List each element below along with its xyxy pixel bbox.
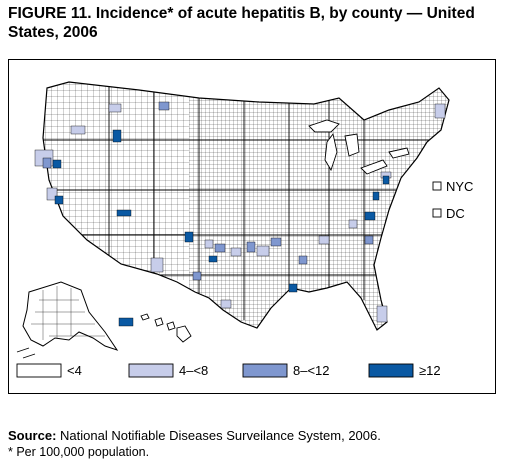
legend-swatch-12-plus — [368, 363, 414, 378]
nyc-box — [432, 181, 442, 191]
legend-swatch-4-to-8 — [128, 363, 174, 378]
dc-box — [432, 208, 442, 218]
counties-12-plus — [52, 129, 390, 293]
nyc-label: NYC — [446, 179, 473, 194]
legend: <4 4–<8 8–<12 ≥12 — [16, 363, 441, 378]
source-line: Source: National Notifiable Diseases Sur… — [8, 428, 500, 444]
hawaii — [140, 313, 192, 343]
alaska — [16, 281, 134, 359]
legend-item-4-to-8: 4–<8 — [128, 363, 208, 378]
legend-label-12-plus: ≥12 — [419, 363, 441, 378]
source-label: Source: — [8, 428, 57, 443]
footnote: * Per 100,000 population. — [8, 445, 150, 459]
legend-label-8-to-12: 8–<12 — [293, 363, 330, 378]
source-text: National Notifiable Diseases Surveilance… — [56, 428, 381, 443]
inset-keys: NYC DC — [432, 179, 473, 221]
legend-item-12-plus: ≥12 — [368, 363, 441, 378]
legend-label-4-to-8: 4–<8 — [179, 363, 208, 378]
title-line-1: FIGURE 11. Incidence* of acute hepatitis… — [8, 5, 475, 22]
legend-swatch-8-to-12 — [242, 363, 288, 378]
title-line-2: States, 2006 — [8, 24, 98, 41]
map-frame: NYC DC <4 4–<8 8–<12 ≥12 — [8, 59, 496, 394]
figure-title: FIGURE 11. Incidence* of acute hepatitis… — [8, 4, 500, 42]
legend-item-8-to-12: 8–<12 — [242, 363, 330, 378]
legend-swatch-under-4 — [16, 363, 62, 378]
dc-label: DC — [446, 206, 465, 221]
county-shading — [34, 101, 446, 323]
footer: Source: National Notifiable Diseases Sur… — [8, 428, 500, 460]
us-county-map: NYC DC <4 4–<8 8–<12 ≥12 — [16, 81, 473, 378]
contiguous-us — [42, 81, 450, 331]
legend-item-under-4: <4 — [16, 363, 82, 378]
legend-label-under-4: <4 — [67, 363, 82, 378]
counties-8-to-12 — [42, 101, 374, 281]
